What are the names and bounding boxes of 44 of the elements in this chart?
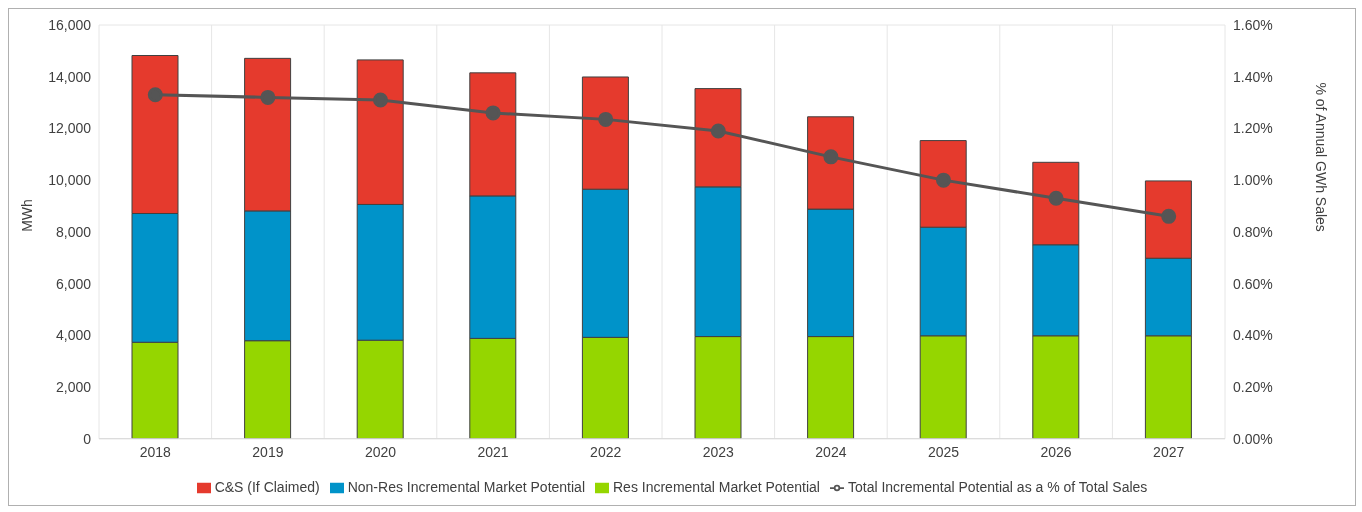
point	[1048, 190, 1064, 206]
y-tick-label: 4,000	[55, 327, 92, 344]
point	[147, 87, 163, 103]
point	[936, 172, 951, 188]
legend-label: C&S (If Claimed)	[214, 478, 320, 495]
y-tick-label: 2,000	[55, 378, 92, 395]
y2-tick-label: 0.40%	[1233, 327, 1273, 344]
y2-tick-label: 0.00%	[1233, 430, 1273, 447]
y-tick-label: 16,000	[48, 16, 92, 33]
y2-axis-title: % of Annual GWh Sales	[1313, 82, 1330, 232]
x-tick-label: 2022	[590, 443, 622, 460]
y-tick-label: 8,000	[55, 223, 92, 240]
point	[373, 92, 388, 108]
y-tick-label: 6,000	[55, 275, 92, 292]
x-tick-label: 2023	[702, 443, 735, 460]
y-tick-label: 14,000	[48, 68, 92, 85]
x-tick-label: 2027	[1153, 443, 1185, 460]
y2-tick-label: 1.20%	[1233, 120, 1273, 137]
x-tick-label: 2020	[364, 443, 397, 460]
y-tick-label: 10,000	[48, 172, 92, 189]
y-axis-title: MWh	[18, 199, 35, 232]
point	[598, 111, 614, 127]
x-tick-label: 2021	[477, 443, 509, 460]
legend-label: Res Incremental Market Potential	[613, 478, 820, 495]
y-tick-label: 0	[83, 430, 92, 447]
y2-tick-label: 0.60%	[1233, 275, 1273, 292]
point	[710, 123, 726, 139]
point	[1161, 208, 1177, 224]
point	[485, 105, 501, 121]
y2-tick-label: 1.60%	[1233, 16, 1273, 33]
legend-label: Non-Res Incremental Market Potential	[347, 478, 585, 495]
x-tick-label: 2024	[815, 443, 847, 460]
y2-tick-label: 0.20%	[1233, 378, 1273, 395]
y-tick-label: 12,000	[48, 120, 92, 137]
x-tick-label: 2018	[139, 443, 172, 460]
point	[823, 149, 839, 165]
y2-tick-label: 0.80%	[1233, 223, 1273, 240]
y2-tick-label: 1.00%	[1233, 172, 1273, 189]
legend-label: Total Incremental Potential as a % of Total Sales	[847, 478, 1148, 495]
x-tick-label: 2026	[1040, 443, 1072, 460]
point	[260, 89, 276, 105]
x-tick-label: 2019	[252, 443, 284, 460]
x-tick-label: 2025	[927, 443, 960, 460]
y2-tick-label: 1.40%	[1233, 68, 1273, 85]
